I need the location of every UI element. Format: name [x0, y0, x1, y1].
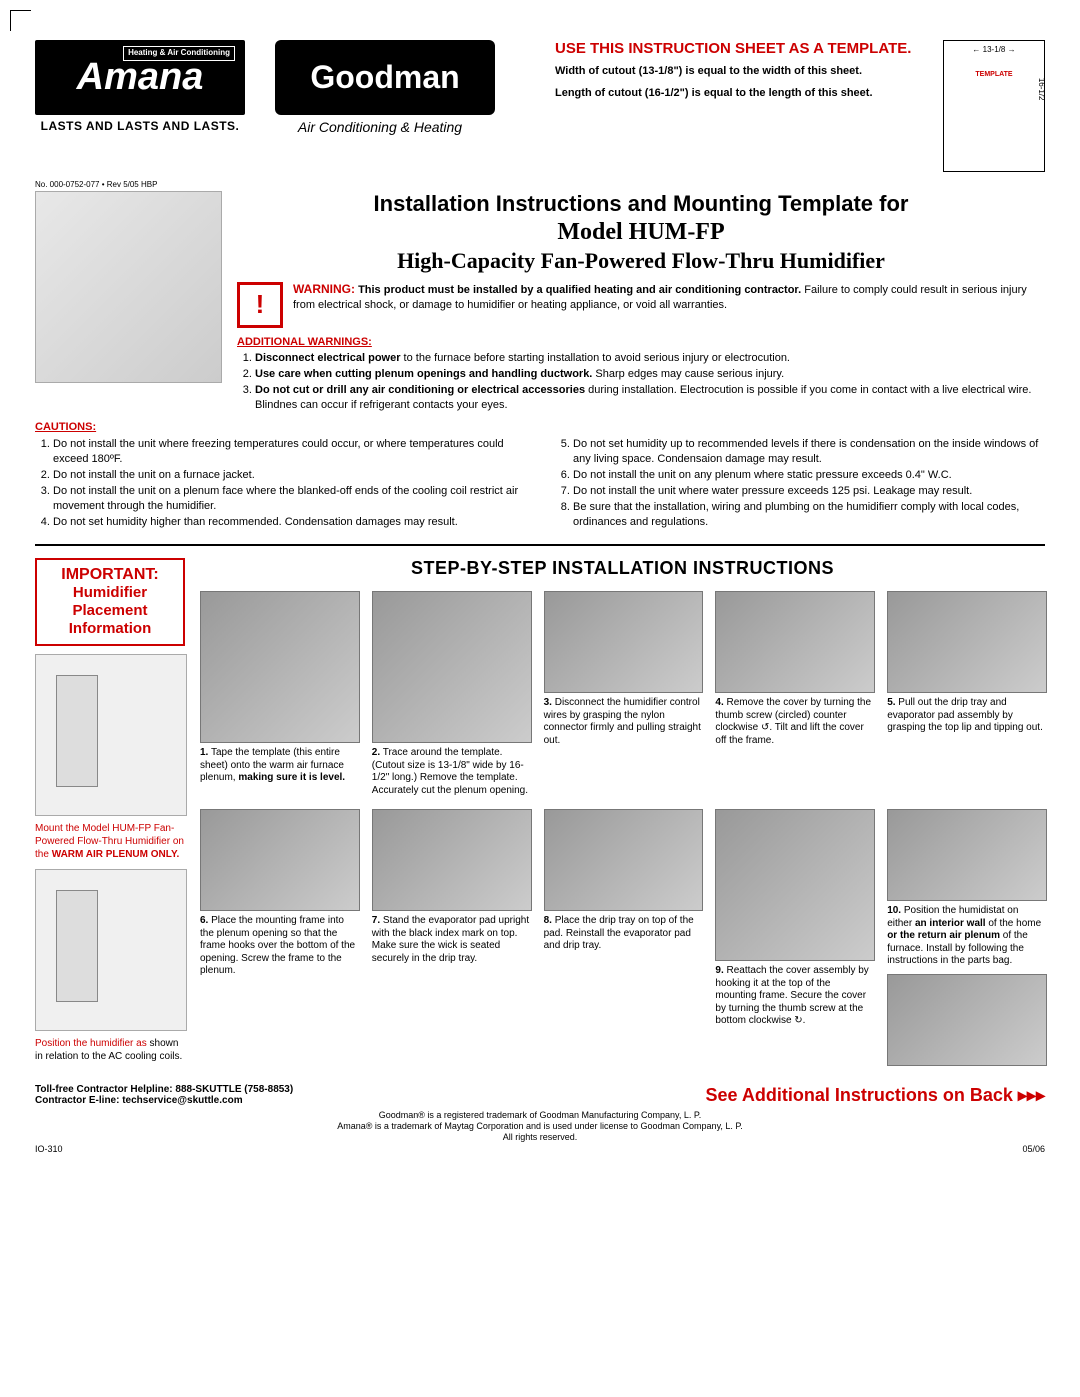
steps-area: STEP-BY-STEP INSTALLATION INSTRUCTIONS 1…	[200, 558, 1045, 1070]
step-10-image-a	[887, 809, 1047, 901]
placement-note-2: Position the humidifier as shown in rela…	[35, 1037, 185, 1063]
title-line1: Installation Instructions and Mounting T…	[237, 191, 1045, 217]
caution-5: Do not set humidity up to recommended le…	[573, 437, 1045, 467]
title-line3: High-Capacity Fan-Powered Flow-Thru Humi…	[237, 248, 1045, 274]
legal-2: Amana® is a trademark of Maytag Corporat…	[35, 1121, 1045, 1132]
template-title: USE THIS INSTRUCTION SHEET AS A TEMPLATE…	[555, 40, 923, 58]
caution-1: Do not install the unit where freezing t…	[53, 437, 525, 467]
cautions-left: Do not install the unit where freezing t…	[35, 437, 525, 530]
amana-name: Amana	[77, 56, 204, 99]
step-10-image-b	[887, 974, 1047, 1066]
title-section: Installation Instructions and Mounting T…	[35, 191, 1045, 413]
header: Amana Heating & Air Conditioning LASTS A…	[35, 40, 1045, 172]
placement-note-1: Mount the Model HUM-FP Fan-Powered Flow-…	[35, 822, 185, 861]
step-6-image	[200, 809, 360, 911]
footer: Toll-free Contractor Helpline: 888-SKUTT…	[35, 1084, 1045, 1106]
step-4: 4. Remove the cover by turning the thumb…	[715, 591, 873, 797]
goodman-name: Goodman	[310, 59, 459, 96]
additional-warnings-list: Disconnect electrical power to the furna…	[237, 351, 1045, 412]
important-sub: Humidifier Placement Information	[43, 584, 177, 638]
template-label: TEMPLATE	[944, 71, 1044, 78]
title-text: Installation Instructions and Mounting T…	[237, 191, 1045, 413]
legal: Goodman® is a registered trademark of Go…	[35, 1110, 1045, 1142]
step-2-image	[372, 591, 532, 743]
legal-3: All rights reserved.	[35, 1132, 1045, 1143]
revision-number: No. 000-0752-077 • Rev 5/05 HBP	[35, 180, 1045, 189]
step-10: 10. Position the humidistat on either an…	[887, 809, 1045, 1070]
caution-6: Do not install the unit on any plenum wh…	[573, 468, 1045, 483]
template-height: 16-1/2	[1038, 78, 1047, 101]
main: IMPORTANT: Humidifier Placement Informat…	[35, 558, 1045, 1070]
step-7-image	[372, 809, 532, 911]
step-6: 6. Place the mounting frame into the ple…	[200, 809, 358, 1070]
caution-2: Do not install the unit on a furnace jac…	[53, 468, 525, 483]
warning-bold: This product must be installed by a qual…	[358, 284, 801, 296]
addl-warn-2: Use care when cutting plenum openings an…	[255, 367, 1045, 382]
step-1: 1. Tape the template (this entire sheet)…	[200, 591, 358, 797]
helpline: Toll-free Contractor Helpline: 888-SKUTT…	[35, 1084, 293, 1106]
goodman-logo: Goodman	[275, 40, 495, 115]
amana-tagline: LASTS AND LASTS AND LASTS.	[35, 119, 245, 133]
important-box: IMPORTANT: Humidifier Placement Informat…	[35, 558, 185, 646]
caution-3: Do not install the unit on a plenum face…	[53, 484, 525, 514]
step-9: 9. Reattach the cover assembly by hookin…	[715, 809, 873, 1070]
bottom-codes: IO-310 05/06	[35, 1144, 1045, 1154]
step-7: 7. Stand the evaporator pad upright with…	[372, 809, 530, 1070]
divider	[35, 544, 1045, 546]
steps-title: STEP-BY-STEP INSTALLATION INSTRUCTIONS	[200, 558, 1045, 579]
cautions: Do not install the unit where freezing t…	[35, 437, 1045, 530]
important-label: IMPORTANT:	[43, 566, 177, 584]
template-instruction: USE THIS INSTRUCTION SHEET AS A TEMPLATE…	[555, 40, 923, 101]
legal-1: Goodman® is a registered trademark of Go…	[35, 1110, 1045, 1121]
step-8-image	[544, 809, 704, 911]
step-9-image	[715, 809, 875, 961]
addl-warn-1: Disconnect electrical power to the furna…	[255, 351, 1045, 366]
template-diagram: ← 13-1/8 → TEMPLATE 16-1/2	[943, 40, 1045, 172]
goodman-tagline: Air Conditioning & Heating	[265, 119, 495, 135]
step-5: 5. Pull out the drip tray and evaporator…	[887, 591, 1045, 797]
caution-8: Be sure that the installation, wiring an…	[573, 500, 1045, 530]
cautions-right: Do not set humidity up to recommended le…	[555, 437, 1045, 530]
additional-warnings-label: ADDITIONAL WARNINGS:	[237, 336, 1045, 348]
step-3-image	[544, 591, 704, 693]
step-5-image	[887, 591, 1047, 693]
amana-logo-block: Amana Heating & Air Conditioning LASTS A…	[35, 40, 245, 133]
amana-sub: Heating & Air Conditioning	[123, 46, 235, 61]
step-3: 3. Disconnect the humidifier control wir…	[544, 591, 702, 797]
placement-column: IMPORTANT: Humidifier Placement Informat…	[35, 558, 185, 1070]
warning-label: WARNING:	[293, 282, 355, 296]
step-8: 8. Place the drip tray on top of the pad…	[544, 809, 702, 1070]
product-photo	[35, 191, 222, 383]
warning-icon: !	[237, 282, 283, 328]
step-2: 2. Trace around the template. (Cutout si…	[372, 591, 530, 797]
cautions-label: CAUTIONS:	[35, 421, 1045, 433]
step-1-image	[200, 591, 360, 743]
caution-7: Do not install the unit where water pres…	[573, 484, 1045, 499]
steps-grid: 1. Tape the template (this entire sheet)…	[200, 591, 1045, 1070]
helpline-phone: Toll-free Contractor Helpline: 888-SKUTT…	[35, 1084, 293, 1095]
goodman-logo-block: Goodman Air Conditioning & Heating	[265, 40, 495, 135]
caution-4: Do not set humidity higher than recommen…	[53, 515, 525, 530]
step-4-image	[715, 591, 875, 693]
io-code: IO-310	[35, 1144, 63, 1154]
warning-block: ! WARNING: This product must be installe…	[237, 282, 1045, 328]
template-width: ← 13-1/8 →	[944, 45, 1044, 54]
see-back: See Additional Instructions on Back ▸▸▸	[706, 1085, 1046, 1106]
helpline-email: Contractor E-line: techservice@skuttle.c…	[35, 1095, 293, 1106]
title-line2: Model HUM-FP	[237, 219, 1045, 246]
addl-warn-3: Do not cut or drill any air conditioning…	[255, 383, 1045, 413]
template-line2: Length of cutout (16-1/2") is equal to t…	[555, 87, 873, 99]
placement-illustration-1	[35, 654, 187, 816]
amana-logo: Amana Heating & Air Conditioning	[35, 40, 245, 115]
date-code: 05/06	[1022, 1144, 1045, 1154]
template-line1: Width of cutout (13-1/8") is equal to th…	[555, 65, 862, 77]
placement-illustration-2	[35, 869, 187, 1031]
crop-mark	[10, 10, 31, 31]
